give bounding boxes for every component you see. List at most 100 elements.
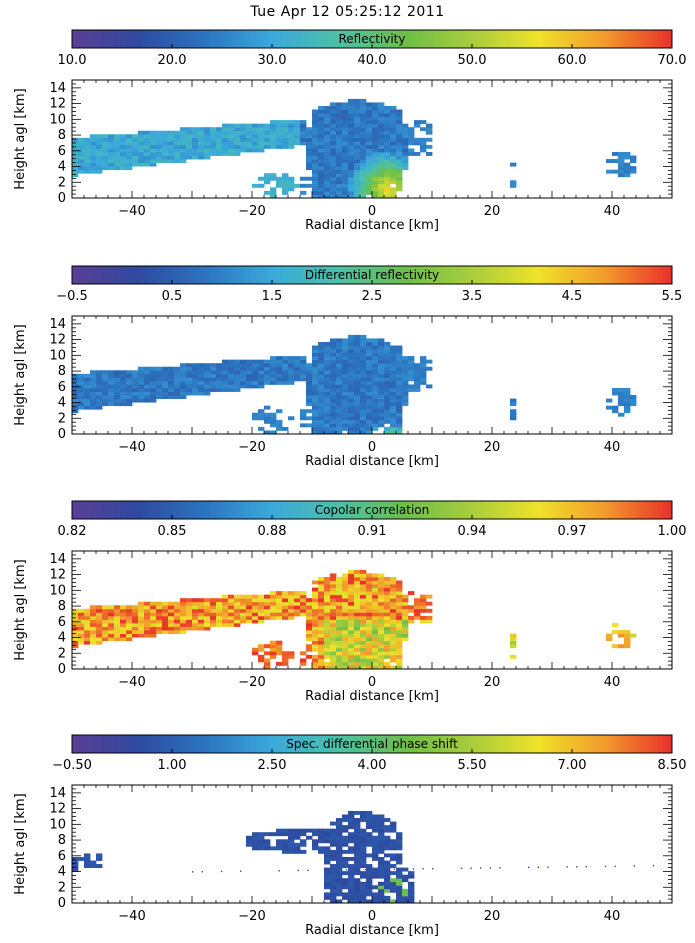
heatmap-cell: [276, 647, 283, 652]
heatmap-cell: [180, 141, 187, 146]
heatmap-cell: [330, 661, 337, 666]
heatmap-cell: [342, 835, 349, 840]
heatmap-cell: [264, 842, 271, 847]
heatmap-cell: [408, 895, 415, 900]
heatmap-cell: [324, 892, 331, 897]
panel-spec-differential-phase-shift: Spec. differential phase shift −0.50 1.00 2…: [0, 733, 695, 943]
heatmap-cell: [240, 605, 247, 610]
heatmap-cell: [372, 338, 379, 343]
heatmap-cell: [336, 842, 343, 847]
heatmap-cell: [306, 395, 313, 399]
heatmap-cell: [618, 151, 625, 156]
heatmap-cell: [120, 155, 127, 160]
heatmap-cell: [318, 148, 325, 153]
heatmap-cell: [348, 630, 355, 634]
heatmap-cell: [240, 870, 242, 872]
heatmap-cell: [174, 159, 181, 163]
heatmap-cell: [234, 148, 241, 153]
heatmap-cell: [114, 637, 121, 642]
heatmap-cell: [114, 134, 121, 139]
heatmap-cell: [90, 608, 97, 613]
heatmap-cell: [126, 395, 133, 399]
heatmap-cell: [330, 155, 337, 160]
heatmap-cell: [402, 398, 409, 403]
heatmap-cell: [312, 155, 319, 160]
heatmap-cell: [294, 605, 301, 610]
heatmap-cell: [168, 148, 175, 153]
panel-differential-reflectivity: Differential reflectivity −0.5 0.5 1.5 2.5 3.…: [0, 264, 695, 474]
heatmap-cell: [408, 356, 415, 361]
heatmap-cell: [72, 387, 79, 392]
heatmap-cell: [300, 601, 307, 606]
heatmap-cell: [318, 398, 325, 403]
heatmap-cell: [216, 612, 223, 617]
heatmap-cell: [300, 176, 307, 181]
heatmap-cell: [378, 871, 385, 876]
heatmap-cell: [216, 141, 223, 146]
heatmap-cell: [348, 148, 355, 153]
heatmap-cell: [330, 391, 337, 396]
heatmap-cell: [378, 608, 385, 613]
heatmap-cell: [294, 183, 301, 188]
heatmap-cell: [330, 828, 337, 833]
colorbar: Spec. differential phase shift−0.50 1.00 2…: [52, 734, 686, 773]
heatmap-cell: [408, 608, 415, 613]
heatmap-cell: [144, 601, 151, 606]
heatmap-cell: [360, 341, 367, 346]
heatmap-cell: [168, 605, 175, 610]
heatmap-cell: [396, 123, 403, 128]
heatmap-cell: [180, 155, 187, 160]
heatmap-cell: [390, 130, 397, 135]
heatmap-cell: [306, 148, 313, 153]
heatmap-cell: [324, 832, 331, 837]
heatmap-cell: [354, 651, 361, 656]
heatmap-cell: [372, 162, 379, 167]
heatmap-cell: [96, 384, 103, 389]
heatmap-cell: [90, 630, 97, 634]
heatmap-cell: [604, 865, 607, 868]
heatmap-cell: [510, 398, 517, 403]
y-tick-label: 6: [58, 380, 66, 395]
heatmap-cell: [96, 144, 103, 149]
heatmap-cell: [390, 654, 397, 659]
heatmap-cell: [318, 658, 325, 663]
heatmap-cell: [324, 116, 331, 121]
heatmap-cell: [318, 622, 325, 627]
heatmap-cell: [324, 387, 331, 392]
heatmap-cell: [306, 137, 313, 142]
heatmap-cell: [216, 387, 223, 392]
heatmap-cell: [276, 183, 283, 188]
heatmap-cell: [360, 409, 367, 414]
heatmap-cell: [312, 644, 319, 649]
heatmap-cell: [306, 654, 313, 659]
heatmap-cell: [312, 134, 319, 139]
heatmap-cell: [372, 113, 379, 117]
heatmap-cell: [318, 594, 325, 599]
x-tick-label: 0: [368, 204, 376, 219]
heatmap-cell: [318, 828, 325, 833]
heatmap-cell: [384, 888, 391, 893]
heatmap-cell: [138, 395, 145, 399]
heatmap-cell: [168, 377, 175, 382]
heatmap-cell: [372, 120, 379, 125]
heatmap-cell: [336, 601, 343, 606]
heatmap-cell: [324, 349, 331, 353]
heatmap-cell: [270, 601, 277, 606]
heatmap-cell: [96, 377, 103, 382]
heatmap-cell: [246, 605, 253, 610]
heatmap-cell: [120, 159, 127, 163]
heatmap-cell: [318, 363, 325, 368]
heatmap-cell: [354, 892, 361, 897]
heatmap-cell: [108, 626, 115, 631]
colorbar-tick-label: 70.0: [658, 53, 687, 68]
heatmap-cell: [372, 615, 379, 620]
heatmap-cell: [90, 380, 97, 385]
heatmap-cell: [288, 416, 295, 421]
heatmap-cell: [294, 591, 301, 596]
heatmap-cell: [354, 867, 361, 872]
heatmap-cell: [390, 658, 397, 663]
heatmap-cell: [276, 423, 283, 428]
heatmap-cell: [336, 144, 343, 149]
heatmap-cell: [354, 105, 361, 110]
heatmap-cell: [264, 173, 271, 178]
